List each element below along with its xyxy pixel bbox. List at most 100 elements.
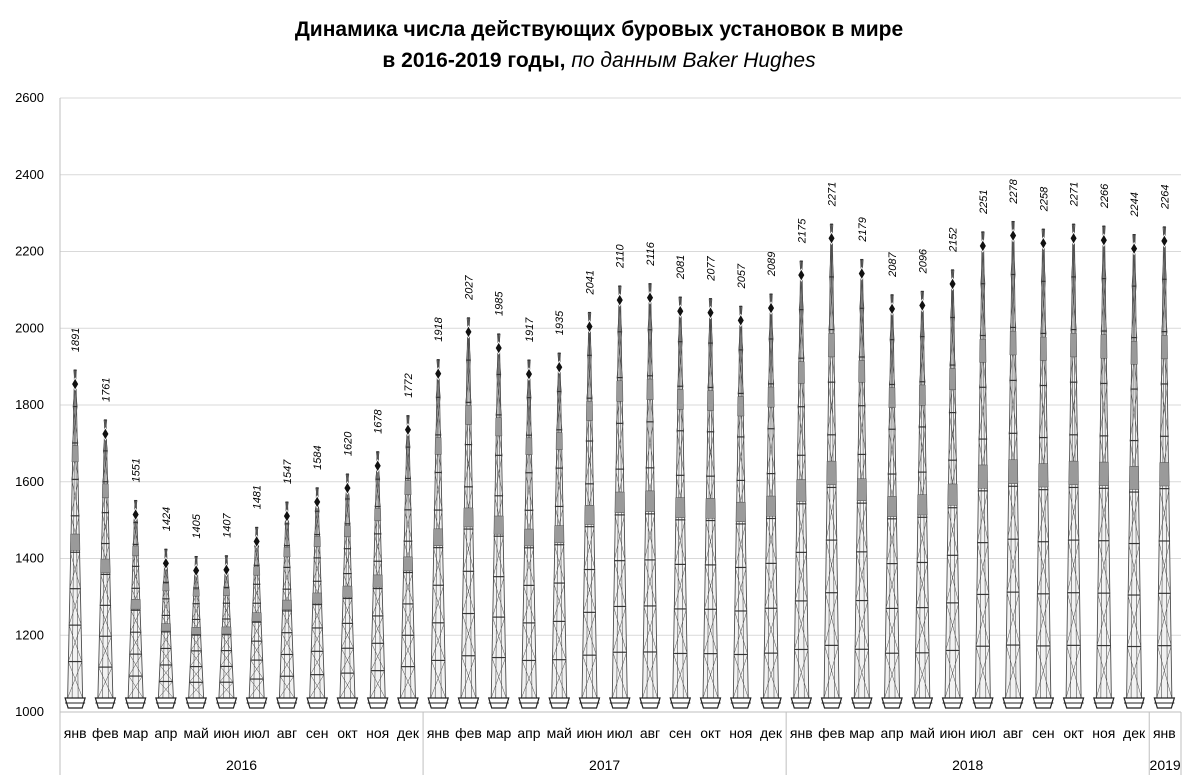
rig-brace — [975, 594, 990, 647]
rig-base — [245, 697, 268, 709]
rig-brace — [523, 547, 535, 586]
rig-brace — [915, 607, 930, 653]
data-label: 1405 — [191, 513, 203, 538]
data-label: 1985 — [494, 291, 506, 316]
rig-brace — [1126, 646, 1142, 699]
rig-bar — [760, 293, 782, 709]
rig-brace — [98, 605, 112, 637]
rig-brace — [642, 651, 658, 699]
rig-brace — [796, 406, 806, 456]
rig-brace — [1127, 594, 1141, 647]
rig-brace — [975, 646, 991, 699]
rig-brace — [643, 605, 658, 653]
data-label: 1678 — [373, 408, 385, 433]
rig-brace — [737, 436, 746, 481]
rig-brace — [522, 585, 535, 623]
rig-band — [1129, 466, 1140, 490]
x-tick-label: ноя — [729, 725, 752, 741]
rig-brace — [798, 309, 804, 359]
rig-crown — [222, 563, 231, 577]
rig-brace — [794, 552, 808, 601]
year-label: 2019 — [1150, 757, 1181, 773]
rig-band — [192, 588, 200, 597]
rig-brace — [283, 523, 290, 546]
x-tick-label: дек — [760, 725, 783, 741]
rig-bar — [457, 317, 480, 709]
rig-brace — [220, 650, 233, 667]
rig-brace — [375, 479, 381, 507]
rig-brace — [1162, 226, 1167, 280]
rig-base — [548, 697, 571, 709]
data-label: 2089 — [766, 252, 778, 277]
rig-brace — [1071, 276, 1077, 330]
rig-brace — [977, 490, 988, 543]
rig-brace — [826, 487, 838, 541]
rig-brace — [1099, 383, 1108, 436]
data-label: 2244 — [1129, 192, 1141, 217]
rig-band — [1098, 461, 1109, 486]
rig-brace — [432, 585, 445, 623]
rig-brace — [521, 660, 537, 699]
rig-brace — [435, 397, 441, 435]
rig-brace — [919, 336, 926, 382]
rig-brace — [340, 648, 354, 674]
rig-brace — [889, 339, 896, 385]
chart-subtitle: в 2016-2019 годы, по данным Baker Hughes — [0, 45, 1198, 76]
data-label: 1935 — [554, 310, 566, 335]
rig-brace — [673, 608, 688, 654]
rig-brace — [948, 412, 957, 461]
data-label: 2271 — [827, 182, 839, 207]
rig-brace — [1161, 279, 1168, 332]
rig-brace — [491, 617, 506, 658]
rig-brace — [1100, 278, 1107, 332]
rig-brace — [189, 666, 204, 683]
data-label: 2175 — [796, 218, 808, 244]
rig-band — [71, 445, 79, 463]
rig-brace — [311, 604, 323, 629]
rig-bar — [972, 231, 994, 709]
rig-brace — [69, 588, 82, 626]
rig-crown — [525, 367, 533, 381]
rig-crown — [1009, 228, 1018, 243]
rig-brace — [768, 294, 773, 339]
rig-crown — [494, 341, 503, 355]
rig-brace — [859, 308, 865, 358]
rig-brace — [343, 548, 352, 574]
rig-bar — [820, 223, 843, 709]
rig-brace — [615, 423, 624, 470]
rig-brace — [1131, 234, 1136, 287]
rig-band — [1038, 463, 1049, 488]
data-label: 1481 — [252, 485, 264, 509]
rig-crown — [615, 293, 624, 307]
rig-brace — [798, 309, 805, 359]
rig-brace — [130, 610, 142, 633]
rig-brace — [857, 405, 866, 455]
rig-brace — [587, 312, 592, 356]
rig-brace — [583, 526, 595, 570]
rig-brace — [915, 562, 929, 608]
rig-crown — [1130, 241, 1139, 256]
rig-brace — [67, 661, 83, 699]
rig-brace — [128, 675, 144, 699]
rig-brace — [704, 564, 717, 610]
rig-brace — [404, 447, 411, 479]
rig-brace — [613, 514, 625, 561]
rig-band — [253, 566, 261, 576]
rig-brace — [856, 551, 869, 601]
rig-base — [155, 697, 177, 709]
y-tick-label: 2000 — [15, 320, 44, 335]
rig-bar — [1153, 226, 1176, 709]
rig-brace — [400, 666, 416, 699]
rig-band — [525, 437, 533, 455]
rig-crown — [706, 305, 715, 320]
rig-brace — [950, 269, 955, 318]
rig-brace — [250, 641, 263, 661]
rig-brace — [825, 487, 837, 541]
rig-brace — [586, 355, 592, 399]
rig-brace — [466, 317, 471, 361]
rig-brace — [345, 498, 351, 524]
rig-brace — [614, 514, 626, 561]
rig-brace — [98, 636, 112, 668]
rig-brace — [582, 612, 596, 656]
rig-brace — [737, 349, 744, 394]
